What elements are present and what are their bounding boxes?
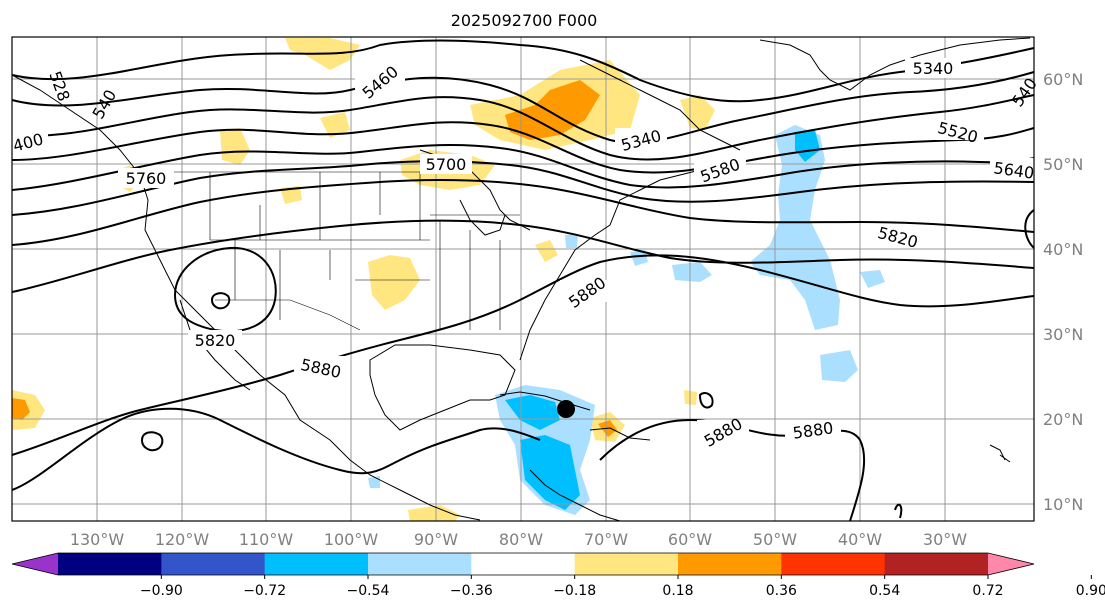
colorbar-tick-label: −0.54 bbox=[347, 583, 390, 599]
lat-label: 60°N bbox=[1043, 70, 1083, 89]
lon-label: 100°W bbox=[324, 530, 379, 549]
lat-label: 50°N bbox=[1043, 155, 1083, 174]
colorbar-segment bbox=[678, 553, 782, 575]
negative-anomaly-shading bbox=[368, 125, 885, 515]
colorbar-segment bbox=[161, 553, 266, 575]
colorbar-segment bbox=[264, 553, 369, 575]
figure-title: 2025092700 F000 bbox=[451, 11, 598, 30]
colorbar-tick-label: −0.36 bbox=[450, 583, 493, 599]
colorbar-tick-label: 0.90 bbox=[1076, 583, 1105, 599]
colorbar-segment bbox=[368, 553, 472, 575]
lon-label: 80°W bbox=[499, 530, 543, 549]
lat-label: 10°N bbox=[1043, 495, 1083, 514]
colorbar-segment bbox=[58, 553, 162, 575]
contour-label-5700: 5700 bbox=[426, 155, 467, 174]
lon-label: 110°W bbox=[239, 530, 294, 549]
colorbar-tick-label: −0.90 bbox=[140, 583, 183, 599]
map-panel: 5340 5340 5460 5520 5580 5640 5700 5760 … bbox=[11, 36, 1041, 522]
colorbar-segment bbox=[781, 553, 886, 575]
colorbar-tick-label: 0.36 bbox=[766, 583, 797, 599]
lon-label: 120°W bbox=[155, 530, 210, 549]
lon-label: 60°W bbox=[668, 530, 712, 549]
colorbar-tick-label: −0.18 bbox=[553, 583, 596, 599]
longitude-axis: 130°W 120°W 110°W 100°W 90°W 80°W 70°W 6… bbox=[70, 530, 967, 549]
lon-label: 90°W bbox=[414, 530, 458, 549]
colorbar-tick-label: 0.54 bbox=[869, 583, 900, 599]
contour-labels: 5340 5340 5460 5520 5580 5640 5700 5760 … bbox=[11, 58, 1041, 451]
contour-label-5820-west: 5820 bbox=[195, 331, 236, 350]
lat-label: 20°N bbox=[1043, 410, 1083, 429]
lat-label: 30°N bbox=[1043, 325, 1083, 344]
map-frame bbox=[11, 36, 1035, 522]
colorbar-segment bbox=[574, 553, 679, 575]
lat-label: 40°N bbox=[1043, 240, 1083, 259]
lon-label: 130°W bbox=[70, 530, 125, 549]
colorbar: −0.90 −0.72 −0.54 −0.36 −0.18 0.18 0.36 0.54 0.7… bbox=[11, 552, 1105, 599]
latitude-axis: 60°N 50°N 40°N 30°N 20°N 10°N bbox=[1043, 70, 1083, 514]
political-borders bbox=[148, 171, 520, 331]
colorbar-tick-label: 0.72 bbox=[972, 583, 1003, 599]
colorbar-over-arrow bbox=[988, 553, 1034, 575]
contour-label-5760: 5760 bbox=[126, 169, 167, 188]
contour-label-5340-top: 5340 bbox=[913, 59, 954, 78]
lon-label: 70°W bbox=[584, 530, 628, 549]
colorbar-segment bbox=[471, 553, 576, 575]
lon-label: 50°W bbox=[753, 530, 797, 549]
colorbar-tick-label: 0.18 bbox=[662, 583, 693, 599]
colorbar-tick-label: −0.72 bbox=[243, 583, 286, 599]
height-contours bbox=[11, 39, 1035, 522]
storm-center-marker bbox=[557, 400, 575, 418]
colorbar-outline bbox=[11, 552, 1035, 576]
colorbar-segment bbox=[884, 553, 989, 575]
colorbar-under-arrow bbox=[12, 553, 58, 575]
lon-label: 30°W bbox=[923, 530, 967, 549]
lon-label: 40°W bbox=[838, 530, 882, 549]
